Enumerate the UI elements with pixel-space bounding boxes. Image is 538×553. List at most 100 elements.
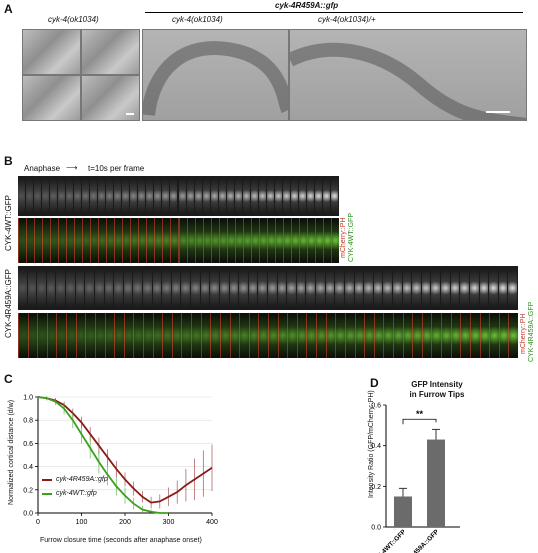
kymograph-frame [37,266,46,310]
kymograph-frame [234,176,242,216]
row2-label: CYK-4R459A::GFP [4,269,13,338]
kymograph-frame [94,266,104,310]
side2-bottom-label: CYK-4R459A::GFP [528,301,535,362]
arrow-right-icon: ⟶ [66,163,78,172]
kymograph-frame [114,176,122,216]
gfp-strip-r459a [18,266,518,310]
kymograph-frame [200,266,210,310]
kymograph-frame [66,266,75,310]
panel-a-col1-title: cyk-4(ok1034) [48,15,99,24]
worm-image-mutant [142,29,289,121]
kymograph-frame [258,266,267,310]
kymograph-frame [469,266,479,310]
kymograph-frame [171,266,181,310]
anaphase-label: Anaphase [24,164,61,173]
kymograph-frame [56,266,66,310]
kymograph-frame [268,266,277,310]
kymograph-frame [18,266,27,310]
gfp-strip-wt [18,176,339,216]
y-tick-label: 0.4 [23,464,33,471]
kymograph-frame [248,266,258,310]
kymograph-frame [322,176,330,216]
kymograph-frame [154,176,162,216]
kymograph-frame [306,266,316,310]
kymograph-frame [186,176,194,216]
x-tick-label: 100 [76,519,88,526]
frame-interval-note: t=10s per frame [88,164,145,173]
y-tick-label: 0.2 [23,487,33,494]
kymograph-frame [412,266,421,310]
kymograph-frame [431,266,441,310]
kymograph-frame [393,266,402,310]
x-tick-label: 300 [163,519,175,526]
kymograph-frame [330,176,338,216]
kymograph-frame [122,176,130,216]
kymograph-frame [66,176,74,216]
kymograph-frame [82,176,90,216]
panel-b-label: B [4,154,13,168]
significance-label: ** [416,409,424,419]
kymograph-frame [194,176,202,216]
kymograph-frame [18,176,26,216]
kymograph-frame [354,266,364,310]
kymograph-frame [34,176,42,216]
kymograph-frame [138,176,146,216]
kymograph-frame [229,266,239,310]
kymograph-frame [133,266,142,310]
row1-label: CYK-4WT::GFP [4,194,13,251]
kymograph-frame [344,266,354,310]
kymograph-frame [226,176,234,216]
y-tick-label: 0.4 [371,443,381,450]
kymograph-frame [282,176,290,216]
kymograph-frame [181,266,191,310]
kymograph-frame [162,176,170,216]
kymograph-frame [325,266,335,310]
merge-strip-wt [18,218,339,263]
bar [394,496,412,527]
x-tick-label: 200 [119,519,131,526]
kymograph-frame [298,176,306,216]
legend-r459a-swatch [42,479,52,481]
gfp-intensity-bar-chart: 0.00.20.40.6CYK-4WT::GFPCYK-4R459A::GFP*… [370,403,460,553]
bar [427,439,445,527]
panel-c-label: C [4,372,13,386]
kymograph-frame [508,313,518,358]
kymograph-frame [239,266,248,310]
kymograph-frame [26,176,34,216]
kymograph-frame [277,266,287,310]
kymograph-frame [90,176,98,216]
significance-bracket [402,418,437,425]
kymograph-frame [450,266,460,310]
kymograph-frame [314,176,322,216]
legend-wt-swatch [42,493,52,495]
series-line [37,396,169,514]
kymograph-frame [27,266,37,310]
kymograph-frame [335,266,344,310]
side1-bottom-label: CYK-4WT::GFP [348,212,355,262]
group-divider-line [145,12,523,13]
kymograph-frame [178,176,186,216]
kymograph-frame [296,266,306,310]
x-tick-label: 400 [206,519,218,526]
kymograph-frame [210,176,218,216]
kymograph-frame [104,266,114,310]
kymograph-frame [402,266,412,310]
kymograph-frame [460,266,469,310]
y-tick-label: 0.0 [371,525,381,532]
kymograph-frame [42,176,50,216]
kymograph-frame [306,176,314,216]
kymograph-frame [75,266,85,310]
kymograph-frame [202,176,210,216]
embryo-image-4 [81,75,140,121]
kymograph-frame [287,266,296,310]
furrow-closure-chart: 0.0 0.2 0.4 0.6 0.8 1.0 0 100 200 300 400 [23,395,218,527]
worm-image-heterozygote [289,29,527,121]
kymograph-frame [50,176,58,216]
kymograph-frame [114,266,123,310]
kymograph-frame [274,176,282,216]
y-tick-label: 0.8 [23,418,33,425]
kymograph-frame [218,176,226,216]
panel-a-col3-title: cyk-4(ok1034)/+ [318,15,376,24]
y-tick-label: 0.2 [371,484,381,491]
kymograph-frame [74,176,82,216]
